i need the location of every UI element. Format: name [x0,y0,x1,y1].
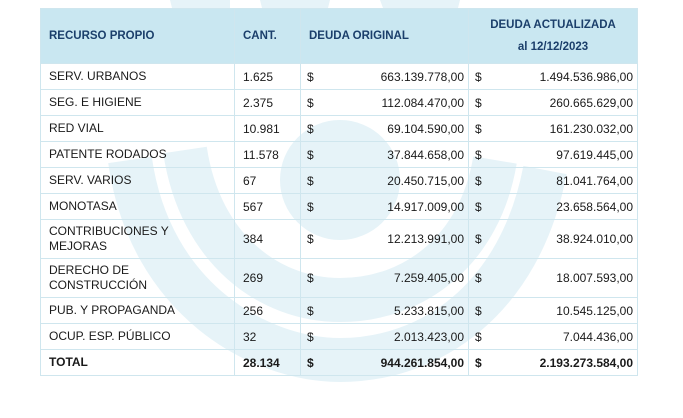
currency-symbol: $ [468,219,494,259]
row-name: MONOTASA [40,193,235,220]
table-row: SEG. E HIGIENE 2.375 $ 112.084.470,00 $ … [40,89,639,116]
currency-symbol: $ [468,89,494,116]
row-qty: 567 [234,193,301,220]
row-qty: 32 [234,323,301,350]
row-name: CONTRIBUCIONES Y MEJORAS [40,219,235,259]
currency-symbol: $ [300,219,327,259]
currency-symbol: $ [300,167,327,194]
currency-symbol: $ [300,193,327,220]
row-name: RED VIAL [40,115,235,142]
table-row: PUB. Y PROPAGANDA 256 $ 5.233.815,00 $ 1… [40,297,639,324]
currency-symbol: $ [300,63,327,90]
row-qty: 10.981 [234,115,301,142]
row-qty: 67 [234,167,301,194]
row-name: SEG. E HIGIENE [40,89,235,116]
header-updated-debt-title: DEUDA ACTUALIZADA [490,19,616,31]
row-name: PUB. Y PROPAGANDA [40,297,235,324]
table-row: RED VIAL 10.981 $ 69.104.590,00 $ 161.23… [40,115,639,142]
row-updated: 38.924.010,00 [493,219,639,259]
row-updated: 18.007.593,00 [493,258,639,298]
currency-symbol: $ [468,258,494,298]
row-original: 69.104.590,00 [326,115,470,142]
currency-symbol: $ [300,258,327,298]
row-qty: 1.625 [234,63,301,90]
table-header-row: RECURSO PROPIO CANT. DEUDA ORIGINAL DEUD… [40,8,639,64]
currency-symbol: $ [468,141,494,168]
table-row: PATENTE RODADOS 11.578 $ 37.844.658,00 $… [40,141,639,168]
row-original: 663.139.778,00 [326,63,470,90]
row-qty: 256 [234,297,301,324]
currency-symbol: $ [300,323,327,350]
currency-symbol: $ [468,167,494,194]
row-original: 112.084.470,00 [326,89,470,116]
total-label: TOTAL [40,349,235,376]
row-updated: 7.044.436,00 [493,323,639,350]
total-original: 944.261.854,00 [326,349,470,376]
row-original: 5.233.815,00 [326,297,470,324]
table-row: DERECHO DE CONSTRUCCIÓN 269 $ 7.259.405,… [40,258,639,298]
row-updated: 23.658.564,00 [493,193,639,220]
table-row: MONOTASA 567 $ 14.917.009,00 $ 23.658.56… [40,193,639,220]
row-updated: 10.545.125,00 [493,297,639,324]
currency-symbol: $ [468,349,494,376]
currency-symbol: $ [468,323,494,350]
row-qty: 269 [234,258,301,298]
total-updated: 2.193.273.584,00 [493,349,639,376]
row-name: PATENTE RODADOS [40,141,235,168]
currency-symbol: $ [468,297,494,324]
currency-symbol: $ [300,349,327,376]
row-name-line1: CONTRIBUCIONES Y [49,224,169,238]
row-name-line2: MEJORAS [49,239,108,253]
row-original: 7.259.405,00 [326,258,470,298]
header-original-debt: DEUDA ORIGINAL [299,8,470,64]
currency-symbol: $ [468,115,494,142]
header-quantity: CANT. [234,8,301,64]
currency-symbol: $ [468,63,494,90]
row-name: SERV. VARIOS [40,167,235,194]
row-updated: 161.230.032,00 [493,115,639,142]
currency-symbol: $ [468,193,494,220]
row-name: SERV. URBANOS [40,63,235,90]
row-qty: 2.375 [234,89,301,116]
row-name: OCUP. ESP. PÚBLICO [40,323,235,350]
debt-table: RECURSO PROPIO CANT. DEUDA ORIGINAL DEUD… [40,8,639,376]
row-name: DERECHO DE CONSTRUCCIÓN [40,258,235,298]
debt-table-container: RECURSO PROPIO CANT. DEUDA ORIGINAL DEUD… [40,8,639,376]
header-updated-debt: DEUDA ACTUALIZADA al 12/12/2023 [468,8,639,64]
row-updated: 81.041.764,00 [493,167,639,194]
row-updated: 260.665.629,00 [493,89,639,116]
currency-symbol: $ [300,115,327,142]
row-original: 2.013.423,00 [326,323,470,350]
row-qty: 384 [234,219,301,259]
table-row: CONTRIBUCIONES Y MEJORAS 384 $ 12.213.99… [40,219,639,259]
table-row: SERV. VARIOS 67 $ 20.450.715,00 $ 81.041… [40,167,639,194]
row-name-line1: DERECHO DE [49,263,130,277]
total-qty: 28.134 [234,349,301,376]
row-original: 37.844.658,00 [326,141,470,168]
row-original: 14.917.009,00 [326,193,470,220]
table-row: SERV. URBANOS 1.625 $ 663.139.778,00 $ 1… [40,63,639,90]
currency-symbol: $ [300,89,327,116]
header-resource: RECURSO PROPIO [40,8,235,64]
row-updated: 97.619.445,00 [493,141,639,168]
row-original: 12.213.991,00 [326,219,470,259]
header-updated-debt-date: al 12/12/2023 [517,41,589,53]
total-row: TOTAL 28.134 $ 944.261.854,00 $ 2.193.27… [40,349,639,376]
currency-symbol: $ [300,297,327,324]
row-updated: 1.494.536.986,00 [493,63,639,90]
table-row: OCUP. ESP. PÚBLICO 32 $ 2.013.423,00 $ 7… [40,323,639,350]
row-original: 20.450.715,00 [326,167,470,194]
row-name-line2: CONSTRUCCIÓN [49,278,147,292]
currency-symbol: $ [300,141,327,168]
row-qty: 11.578 [234,141,301,168]
